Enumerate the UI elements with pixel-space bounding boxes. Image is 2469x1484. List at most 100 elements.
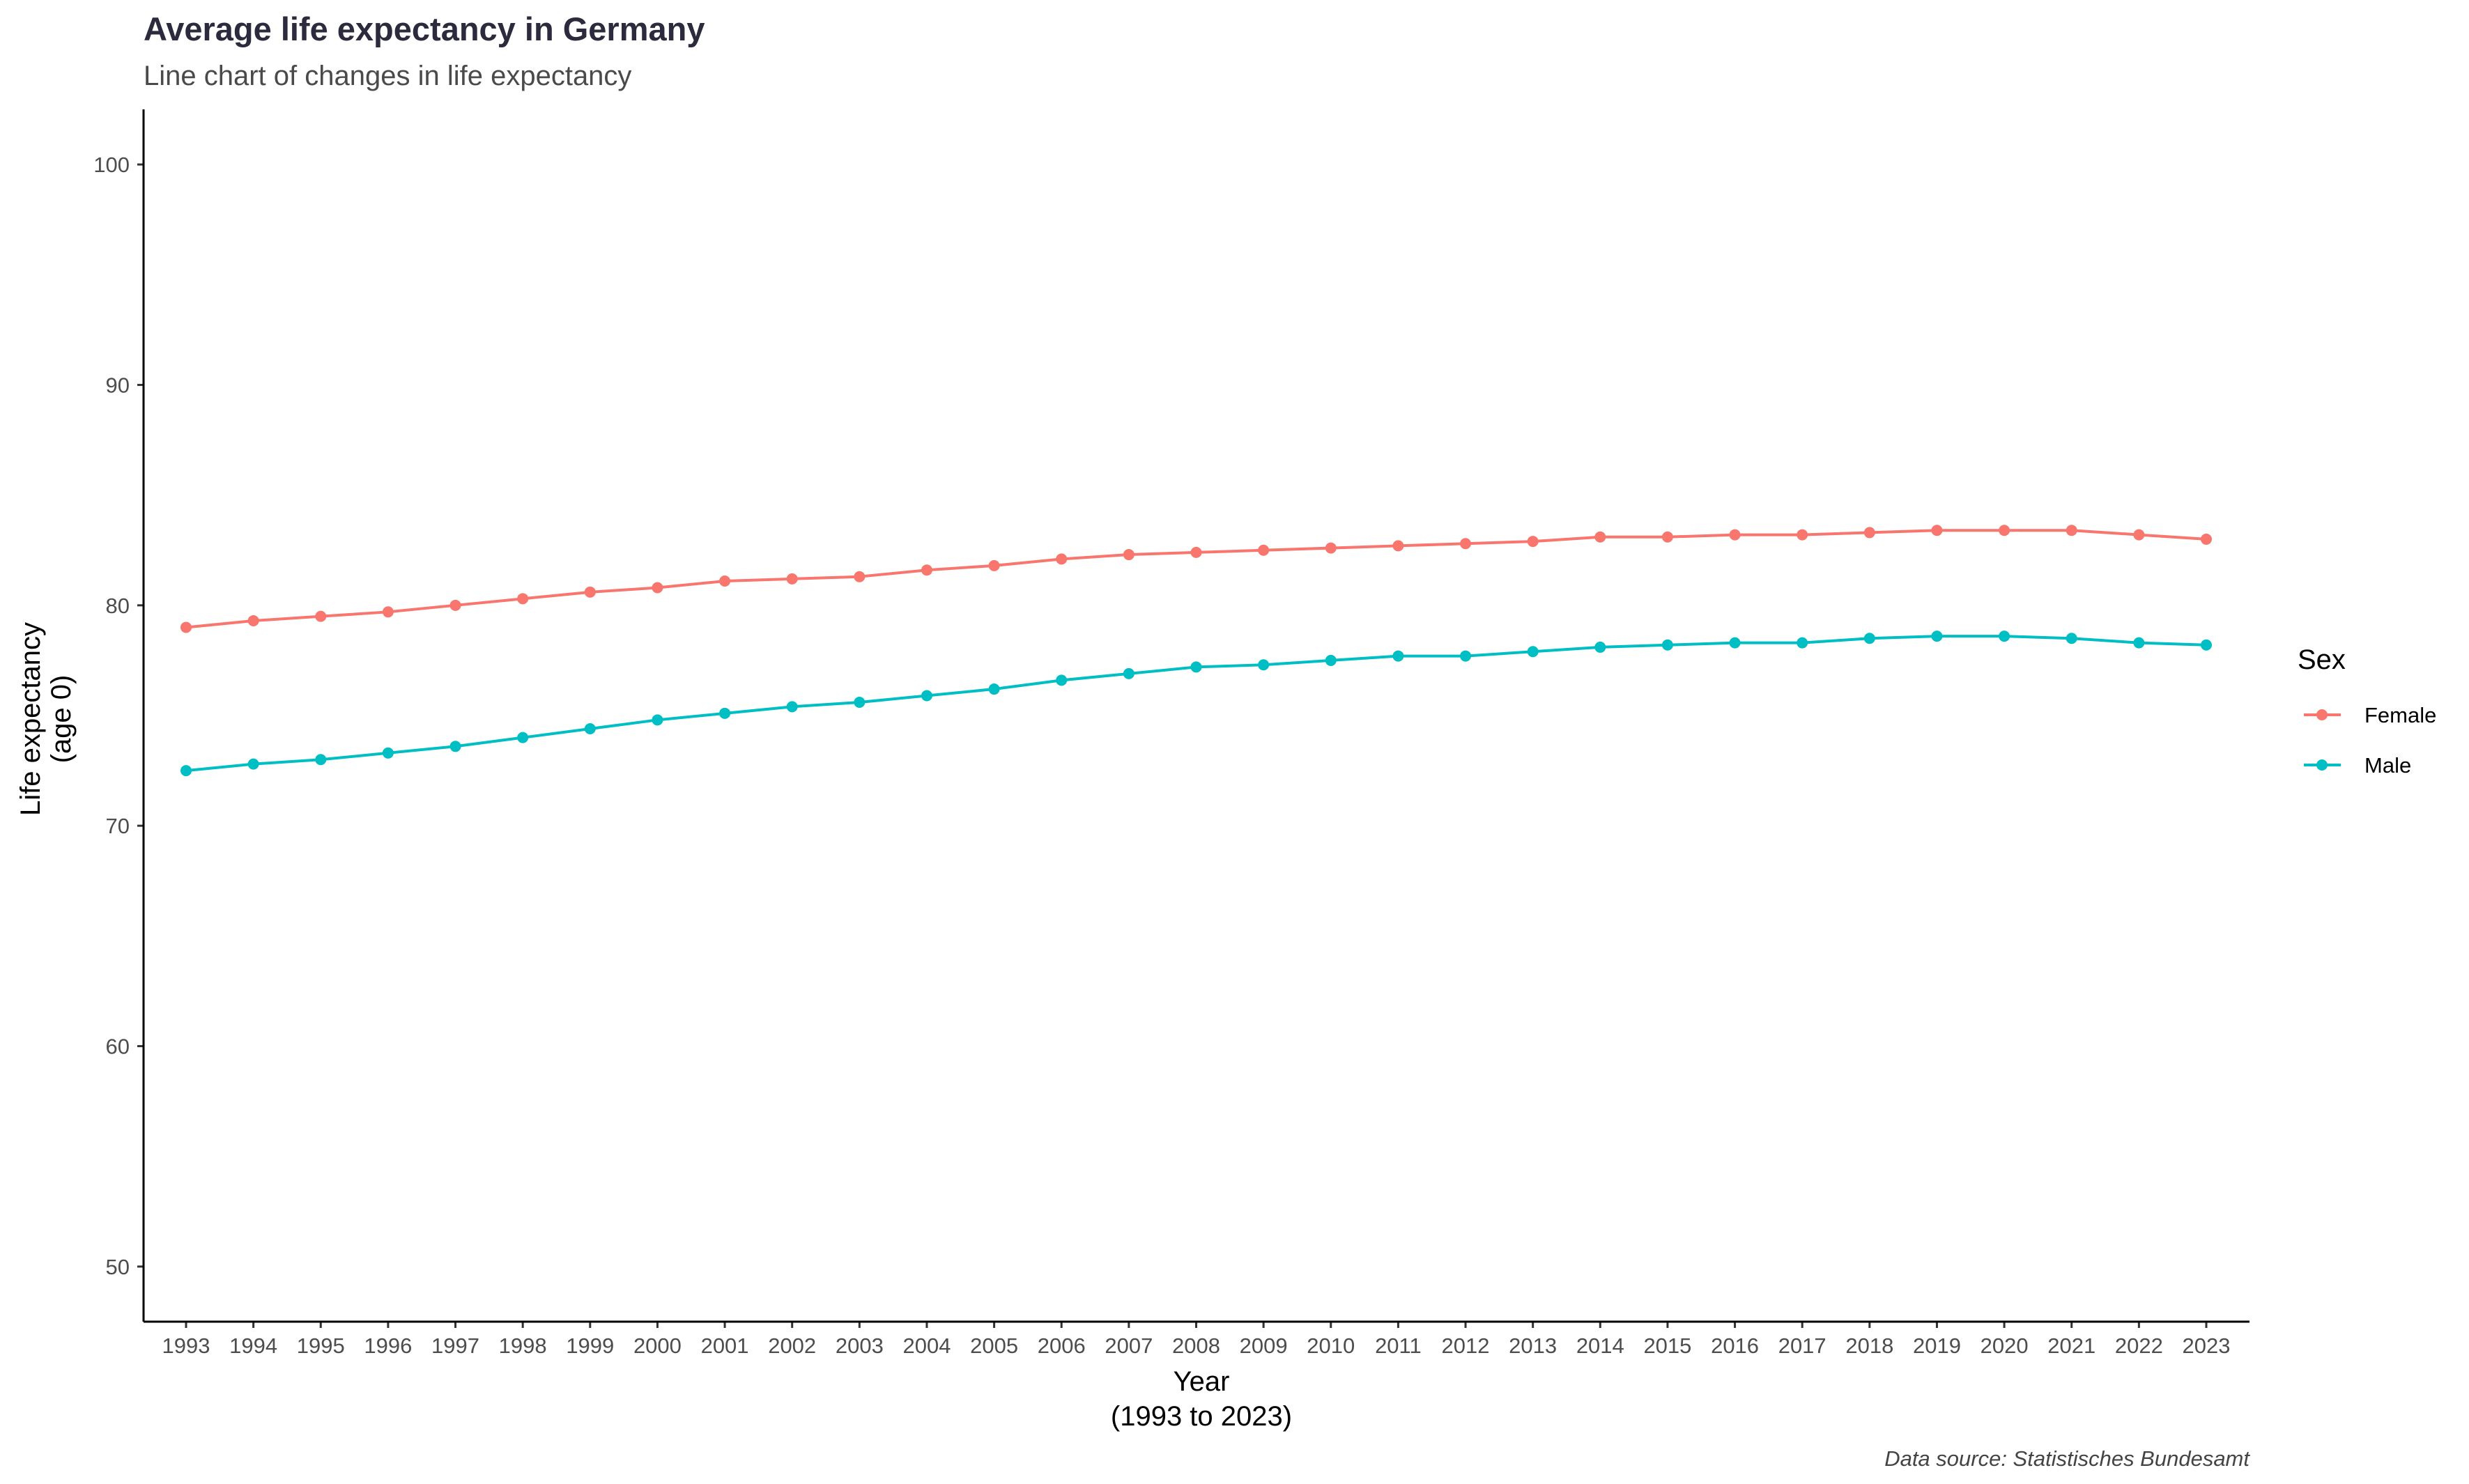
x-tick-label: 2010 bbox=[1307, 1334, 1355, 1358]
x-tick-label: 2009 bbox=[1240, 1334, 1288, 1358]
legend-label-female: Female bbox=[2364, 703, 2436, 727]
data-point-male bbox=[1931, 631, 1943, 642]
data-point-male bbox=[988, 683, 1000, 695]
data-point-female bbox=[1460, 538, 1472, 550]
data-point-female bbox=[854, 571, 866, 582]
x-axis-title-line-1: Year bbox=[1174, 1366, 1230, 1397]
data-point-male bbox=[1594, 641, 1606, 653]
x-tick-label: 2001 bbox=[701, 1334, 749, 1358]
data-point-female bbox=[1797, 529, 1808, 541]
data-point-female bbox=[1123, 549, 1134, 561]
data-point-male bbox=[1460, 650, 1472, 662]
y-tick-label: 90 bbox=[106, 373, 130, 397]
x-tick-label: 2022 bbox=[2115, 1334, 2163, 1358]
x-tick-label: 1997 bbox=[431, 1334, 479, 1358]
data-point-male bbox=[1056, 674, 1068, 686]
x-axis-title-line-2: (1993 to 2023) bbox=[1111, 1401, 1292, 1432]
data-point-male bbox=[517, 732, 529, 743]
x-tick-label: 1995 bbox=[297, 1334, 345, 1358]
data-point-male bbox=[1729, 637, 1741, 649]
y-axis-title-line-2: (age 0) bbox=[46, 675, 77, 764]
data-point-female bbox=[921, 564, 932, 576]
y-tick-label: 80 bbox=[106, 594, 130, 618]
x-tick-label: 2006 bbox=[1038, 1334, 1086, 1358]
data-point-female bbox=[247, 615, 259, 626]
x-tick-label: 1998 bbox=[499, 1334, 547, 1358]
data-point-female bbox=[1056, 553, 1068, 565]
data-source-caption: Data source: Statistisches Bundesamt bbox=[1884, 1446, 2250, 1471]
data-point-female bbox=[449, 599, 461, 611]
x-tick-label: 2018 bbox=[1845, 1334, 1893, 1358]
data-point-male bbox=[1863, 633, 1875, 644]
y-tick-label: 60 bbox=[106, 1035, 130, 1059]
x-tick-label: 2014 bbox=[1576, 1334, 1624, 1358]
chart-title: Average life expectancy in Germany bbox=[144, 10, 705, 47]
data-point-female bbox=[1594, 531, 1606, 543]
data-point-female bbox=[1999, 525, 2010, 536]
legend-key-point-female bbox=[2316, 709, 2328, 720]
data-point-female bbox=[517, 593, 529, 605]
x-tick-label: 2008 bbox=[1172, 1334, 1220, 1358]
data-point-female bbox=[315, 610, 327, 622]
x-tick-label: 2011 bbox=[1375, 1334, 1422, 1358]
data-point-male bbox=[1797, 637, 1808, 649]
data-point-male bbox=[1325, 654, 1337, 666]
data-point-male bbox=[2133, 637, 2145, 649]
data-point-female bbox=[1258, 544, 1270, 556]
data-point-male bbox=[584, 722, 596, 734]
legend-item-female: Female bbox=[2304, 703, 2436, 727]
data-point-female bbox=[786, 573, 798, 585]
data-point-male bbox=[2201, 639, 2212, 651]
data-point-female bbox=[1729, 529, 1741, 541]
data-point-female bbox=[2201, 533, 2212, 545]
data-point-female bbox=[1527, 536, 1539, 548]
y-tick-label: 50 bbox=[106, 1255, 130, 1279]
series-male bbox=[180, 631, 2212, 777]
data-point-male bbox=[180, 765, 192, 777]
series-layer bbox=[180, 525, 2212, 777]
legend: Sex Female Male bbox=[2298, 644, 2436, 778]
x-tick-label: 2007 bbox=[1105, 1334, 1153, 1358]
legend-label-male: Male bbox=[2364, 753, 2411, 778]
data-point-female bbox=[988, 559, 1000, 571]
data-point-male bbox=[449, 741, 461, 752]
data-point-male bbox=[1190, 661, 1202, 673]
x-tick-label: 2012 bbox=[1442, 1334, 1490, 1358]
data-point-female bbox=[584, 586, 596, 598]
x-tick-label: 2016 bbox=[1711, 1334, 1759, 1358]
data-point-male bbox=[2066, 633, 2077, 644]
x-tick-label: 2015 bbox=[1643, 1334, 1691, 1358]
x-tick-label: 2013 bbox=[1509, 1334, 1557, 1358]
data-point-female bbox=[1863, 527, 1875, 539]
y-tick-label: 100 bbox=[93, 153, 130, 177]
data-point-male bbox=[1123, 667, 1134, 679]
data-point-male bbox=[1999, 631, 2010, 642]
x-tick-label: 1993 bbox=[162, 1334, 210, 1358]
y-tick-label: 70 bbox=[106, 814, 130, 838]
data-point-female bbox=[719, 575, 731, 587]
data-point-female bbox=[1931, 525, 1943, 536]
data-point-male bbox=[247, 758, 259, 770]
data-point-female bbox=[2066, 525, 2077, 536]
x-tick-label: 1994 bbox=[229, 1334, 277, 1358]
data-point-male bbox=[382, 747, 394, 759]
chart-subtitle: Line chart of changes in life expectancy bbox=[144, 61, 631, 91]
x-tick-label: 1999 bbox=[566, 1334, 614, 1358]
x-tick-label: 2002 bbox=[768, 1334, 816, 1358]
data-point-male bbox=[1527, 646, 1539, 658]
legend-item-male: Male bbox=[2304, 753, 2411, 778]
data-point-male bbox=[1258, 659, 1270, 671]
x-tick-label: 1996 bbox=[364, 1334, 412, 1358]
data-point-male bbox=[921, 690, 932, 702]
x-tick-label: 2003 bbox=[836, 1334, 884, 1358]
data-point-female bbox=[1392, 540, 1404, 552]
data-point-female bbox=[1661, 531, 1673, 543]
data-point-female bbox=[180, 621, 192, 633]
x-tick-label: 2019 bbox=[1913, 1334, 1961, 1358]
x-tick-label: 2020 bbox=[1980, 1334, 2029, 1358]
x-axis-title: Year (1993 to 2023) bbox=[1111, 1366, 1292, 1432]
x-tick-label: 2004 bbox=[902, 1334, 951, 1358]
x-tick-label: 2000 bbox=[633, 1334, 682, 1358]
